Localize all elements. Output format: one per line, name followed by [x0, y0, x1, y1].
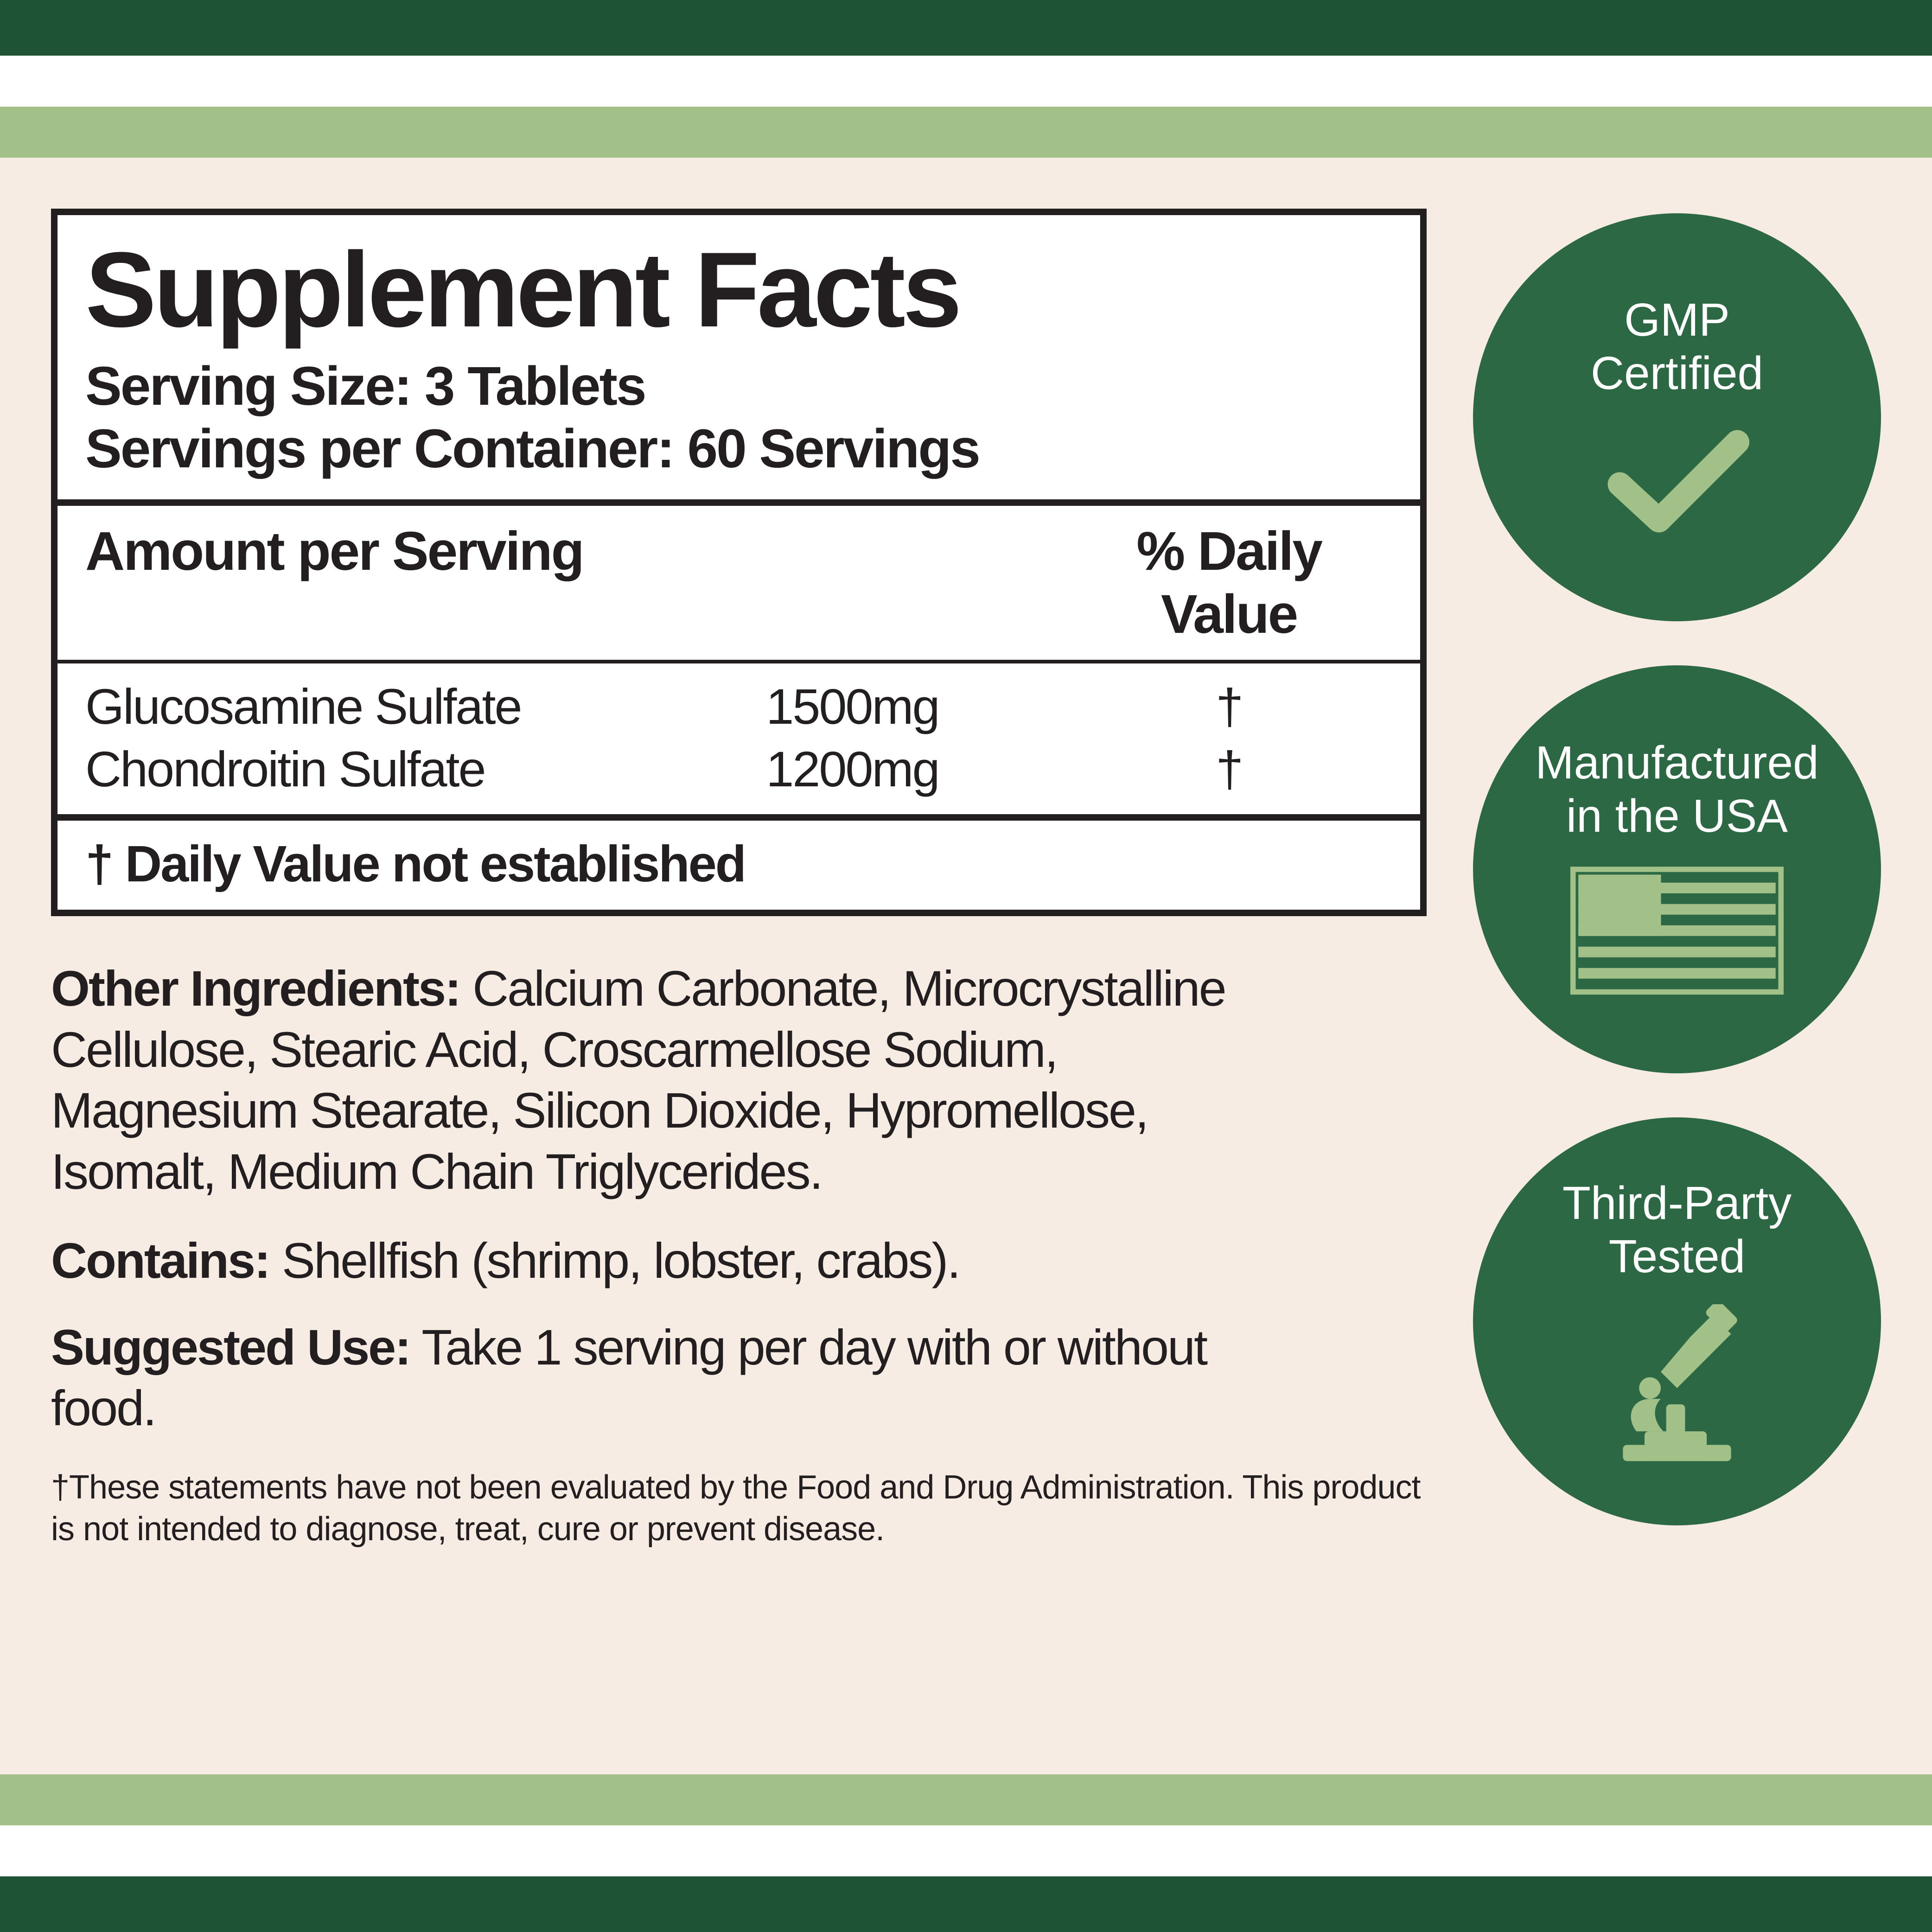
- other-ingredients: Other Ingredients: Calcium Carbonate, Mi…: [51, 958, 1303, 1202]
- facts-header: Supplement Facts Serving Size: 3 Tablets…: [57, 215, 1420, 506]
- facts-rows: Glucosamine Sulfate 1500mg † Chondroitin…: [57, 663, 1420, 821]
- microscope-icon: [1596, 1304, 1758, 1467]
- top-white-bar: [0, 56, 1932, 107]
- bottom-light-bar: [0, 1774, 1932, 1825]
- serving-size-label: Serving Size:: [85, 356, 411, 417]
- bottom-dark-bar: [0, 1876, 1932, 1932]
- top-light-bar: [0, 107, 1932, 158]
- usa-badge-text: Manufactured in the USA: [1535, 736, 1818, 843]
- made-in-usa-badge: Manufactured in the USA: [1473, 665, 1881, 1073]
- table-row: Chondroitin Sulfate 1200mg †: [85, 738, 1392, 800]
- serving-size: Serving Size: 3 Tablets: [85, 355, 1392, 418]
- suggested-use: Suggested Use: Take 1 serving per day wi…: [51, 1317, 1303, 1439]
- contains-text: Shellfish (shrimp, lobster, crabs).: [282, 1232, 960, 1288]
- flag-icon: [1570, 864, 1784, 1003]
- contains: Contains: Shellfish (shrimp, lobster, cr…: [51, 1230, 1303, 1291]
- fda-disclaimer: †These statements have not been evaluate…: [51, 1467, 1427, 1550]
- col-dv-header: % Daily Value: [1065, 520, 1392, 646]
- servings-per-container-label: Servings per Container:: [85, 418, 674, 479]
- facts-title: Supplement Facts: [85, 234, 1392, 346]
- servings-per-container-value: 60 Servings: [687, 418, 979, 479]
- contains-label: Contains:: [51, 1232, 269, 1288]
- tested-badge-text: Third-Party Tested: [1562, 1177, 1792, 1283]
- ingredient-name: Glucosamine Sulfate: [85, 675, 766, 738]
- ingredient-name: Chondroitin Sulfate: [85, 738, 766, 800]
- top-dark-bar: [0, 0, 1932, 56]
- checkmark-icon: [1600, 421, 1753, 542]
- ingredient-dv: †: [1065, 675, 1392, 738]
- serving-size-value: 3 Tablets: [425, 356, 645, 417]
- third-party-tested-badge: Third-Party Tested: [1473, 1117, 1881, 1525]
- gmp-badge-text: GMP Certified: [1591, 293, 1763, 400]
- servings-per-container: Servings per Container: 60 Servings: [85, 418, 1392, 481]
- supplement-facts-box: Supplement Facts Serving Size: 3 Tablets…: [51, 209, 1427, 916]
- main-content: Supplement Facts Serving Size: 3 Tablets…: [0, 158, 1932, 1774]
- label-container: Supplement Facts Serving Size: 3 Tablets…: [0, 0, 1932, 1932]
- bottom-white-bar: [0, 1825, 1932, 1876]
- gmp-certified-badge: GMP Certified: [1473, 213, 1881, 621]
- ingredient-amount: 1200mg: [766, 738, 1065, 800]
- table-row: Glucosamine Sulfate 1500mg †: [85, 675, 1392, 738]
- suggested-use-label: Suggested Use:: [51, 1319, 410, 1375]
- left-column: Supplement Facts Serving Size: 3 Tablets…: [51, 209, 1427, 1742]
- below-box-text: Other Ingredients: Calcium Carbonate, Mi…: [51, 958, 1427, 1550]
- ingredient-amount: 1500mg: [766, 675, 1065, 738]
- badges-column: GMP Certified Manufactured in the USA: [1464, 209, 1890, 1742]
- dv-note: † Daily Value not established: [57, 821, 1420, 910]
- ingredient-dv: †: [1065, 738, 1392, 800]
- facts-column-headers: Amount per Serving % Daily Value: [57, 506, 1420, 663]
- other-ingredients-label: Other Ingredients:: [51, 960, 460, 1016]
- col-amount-header: Amount per Serving: [85, 520, 766, 646]
